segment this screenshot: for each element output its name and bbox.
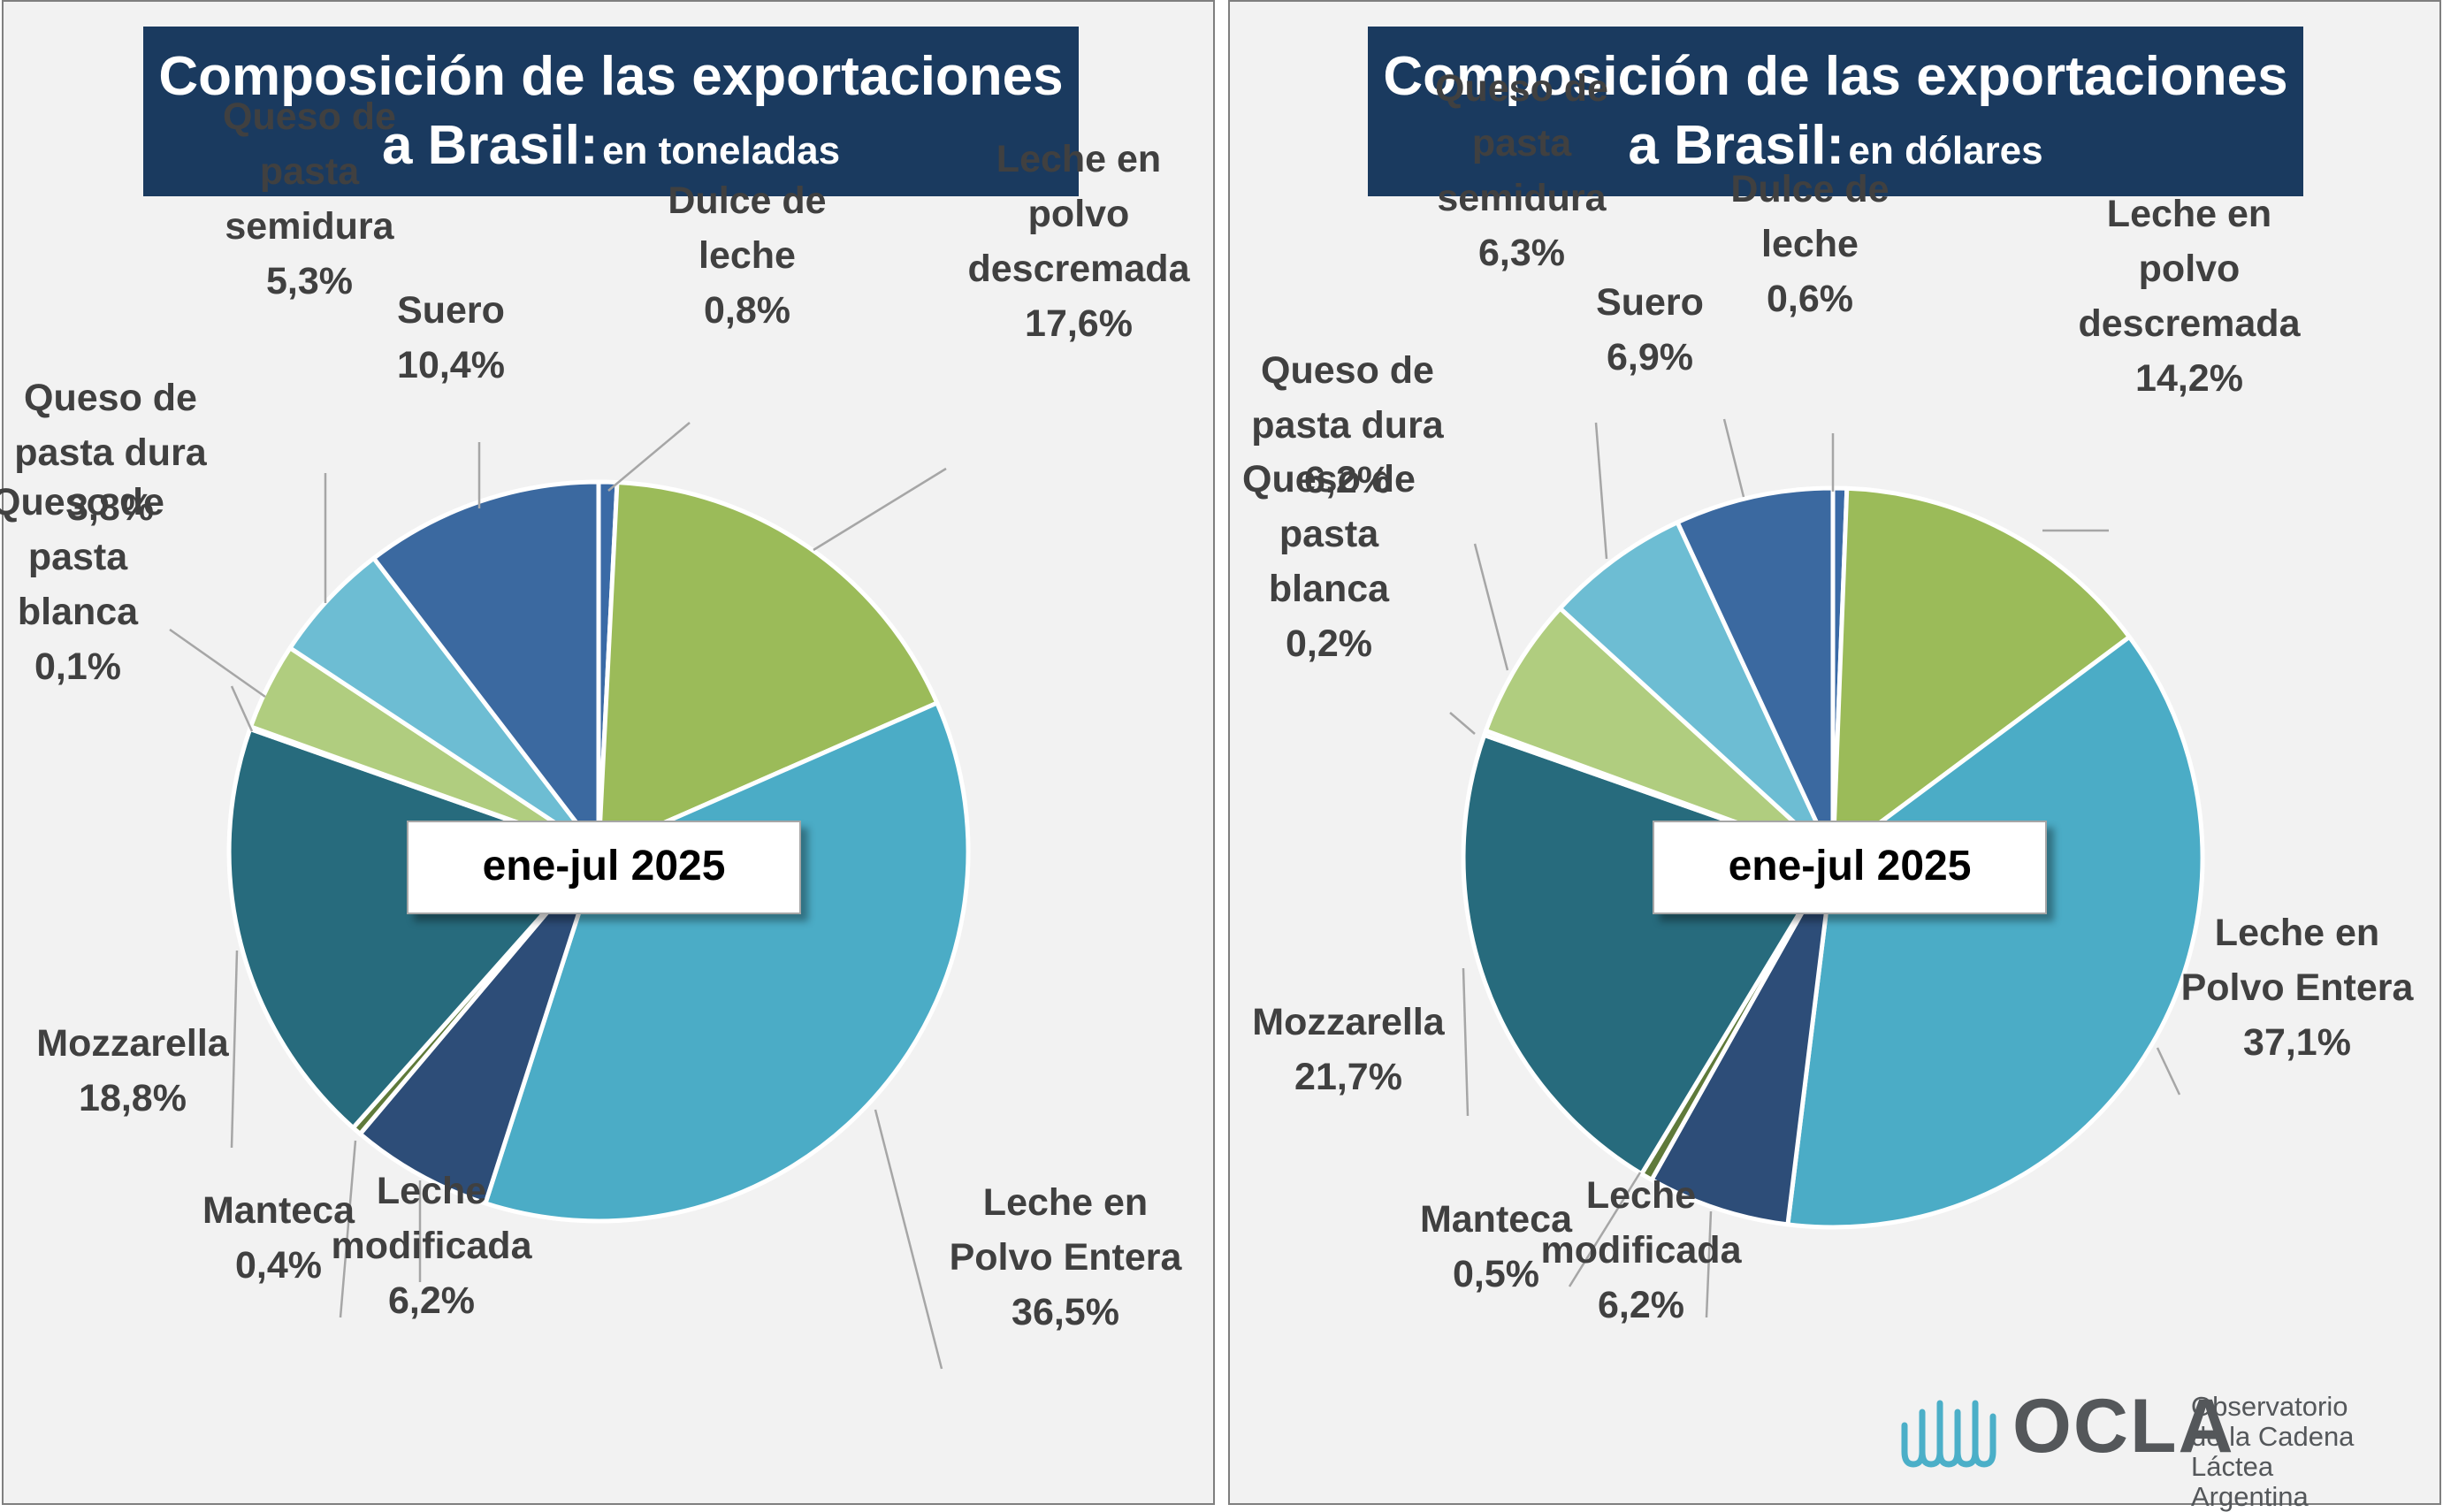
- leader-line-dulce-de-leche: [607, 422, 691, 492]
- title-unit: en dólares: [1848, 129, 2043, 172]
- period-label: ene-jul 2025: [1653, 821, 2047, 914]
- pie-slice-queso-pasta-dura: [1483, 606, 1836, 860]
- pie-slice-leche-modificada: [1649, 855, 1836, 1227]
- title-line-2: a Brasil: en toneladas: [143, 111, 1079, 195]
- leader-line-queso-pasta-blanca: [230, 685, 254, 732]
- slice-label-manteca: Manteca 0,5%: [1420, 1198, 1573, 1295]
- leader-lines: [169, 422, 947, 1370]
- pie-slices: [226, 479, 971, 1224]
- pie-slice-leche-polvo-entera: [483, 700, 971, 1224]
- chart-title: Composición de las exportaciones a Brasi…: [143, 27, 1079, 196]
- title-main: a Brasil:: [381, 115, 599, 176]
- logo-line-3: Argentina: [2191, 1481, 2309, 1512]
- pie-slice-leche-modificada: [357, 849, 601, 1206]
- leader-line-leche-polvo-descremada: [813, 467, 947, 552]
- leader-line-leche-modificada: [1705, 1210, 1713, 1318]
- ocla-logo: OCLA Observatorio de la Cadena Láctea Ar…: [1899, 1379, 2430, 1512]
- chart-title: Composición de las exportaciones a Brasi…: [1368, 27, 2303, 196]
- period-label: ene-jul 2025: [407, 821, 801, 914]
- slice-label-queso-pasta-semidura: Queso de pasta semidura 5,3%: [223, 95, 396, 302]
- pie-slice-queso-pasta-semidura: [1558, 520, 1836, 860]
- slice-label-leche-polvo-descremada: Leche en polvo descremada 14,2%: [2079, 193, 2302, 400]
- slice-label-suero: Suero 6,9%: [1596, 281, 1704, 378]
- slice-label-queso-pasta-blanca: Queso de pasta blanca 0,1%: [0, 481, 164, 688]
- slice-label-leche-modificada: Leche modificada 6,2%: [1541, 1174, 1743, 1326]
- leader-line-mozzarella: [230, 950, 239, 1149]
- leader-line-queso-pasta-semidura: [1594, 422, 1608, 560]
- leader-line-queso-pasta-dura: [169, 628, 266, 699]
- slice-label-mozzarella: Mozzarella 18,8%: [36, 1022, 230, 1119]
- slice-label-queso-pasta-dura: Queso de pasta dura 3,8%: [14, 377, 208, 529]
- slice-label-queso-pasta-dura: Queso de pasta dura 6,2%: [1251, 349, 1445, 501]
- chart-panel-tonnes: Composición de las exportaciones a Brasi…: [2, 0, 1215, 1505]
- pie-slice-queso-pasta-semidura: [287, 555, 601, 854]
- logo-line-2: de la Cadena Láctea: [2191, 1421, 2355, 1482]
- slice-label-leche-modificada: Leche modificada 6,2%: [332, 1170, 533, 1322]
- logo-tagline: Observatorio de la Cadena Láctea Argenti…: [2191, 1392, 2430, 1512]
- slice-label-dulce-de-leche: Dulce de leche 0,6%: [1730, 168, 1889, 320]
- leader-line-suero: [1722, 418, 1745, 498]
- slice-label-mozzarella: Mozzarella 21,7%: [1252, 1001, 1446, 1098]
- slice-label-suero: Suero 10,4%: [397, 289, 505, 386]
- pie-slice-leche-polvo-descremada: [596, 480, 940, 854]
- leader-line-mozzarella: [1462, 967, 1470, 1117]
- leader-line-manteca: [339, 1140, 357, 1318]
- slice-label-leche-polvo-entera: Leche en Polvo Entera 37,1%: [2181, 912, 2415, 1064]
- slice-labels: Dulce de leche 0,8% Leche en polvo descremada…: [0, 95, 1191, 1333]
- leader-lines: [1449, 418, 2181, 1318]
- title-main: a Brasil:: [1628, 115, 1845, 176]
- slice-label-leche-polvo-descremada: Leche en polvo descremada 17,6%: [968, 138, 1191, 345]
- slice-label-dulce-de-leche: Dulce de leche 0,8%: [668, 179, 826, 332]
- leader-line-queso-pasta-blanca: [1449, 712, 1476, 735]
- leader-line-queso-pasta-dura: [1473, 543, 1509, 671]
- slice-label-manteca: Manteca 0,4%: [202, 1189, 355, 1287]
- pie-slice-leche-polvo-entera: [1785, 634, 2205, 1230]
- logo-line-1: Observatorio: [2191, 1391, 2348, 1422]
- title-line-1: Composición de las exportaciones: [158, 46, 1064, 107]
- leader-line-leche-polvo-entera: [2156, 1047, 2181, 1096]
- leader-line-leche-polvo-entera: [874, 1109, 943, 1370]
- leader-line-manteca: [1568, 1172, 1642, 1287]
- pie-slice-leche-polvo-descremada: [1830, 485, 2132, 860]
- logo-wordmark: OCLA: [2012, 1384, 2235, 1469]
- title-unit: en toneladas: [602, 129, 841, 172]
- slice-label-queso-pasta-semidura: Queso de pasta semidura 6,3%: [1435, 67, 1608, 274]
- ocla-wave-icon: [1901, 1400, 1996, 1468]
- slice-labels: Dulce de leche 0,6% Leche en polvo descremada…: [1242, 67, 2414, 1326]
- title-line-2: a Brasil: en dólares: [1368, 111, 2303, 195]
- slice-label-queso-pasta-blanca: Queso de pasta blanca 0,2%: [1242, 458, 1416, 665]
- title-line-1: Composición de las exportaciones: [1383, 46, 2288, 107]
- pie-slice-suero: [1675, 485, 1836, 860]
- slice-label-leche-polvo-entera: Leche en Polvo Entera 36,5%: [950, 1181, 1183, 1333]
